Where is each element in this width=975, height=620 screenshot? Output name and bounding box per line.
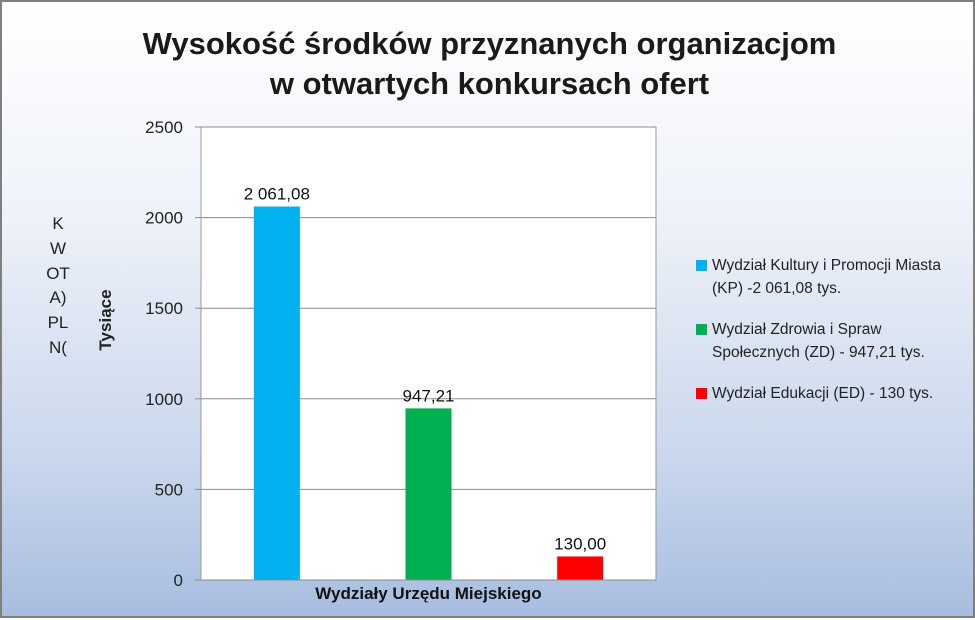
y-tick-label-1000: 1000	[145, 390, 183, 409]
side-axis-label: KWOTA)PLN(	[46, 214, 70, 357]
legend: Wydział Kultury i Promocji Miasta (KP) -…	[694, 254, 964, 423]
legend-label-zd: Wydział Zdrowia i Spraw Społecznych (ZD)…	[712, 321, 925, 361]
bar-2	[557, 556, 604, 580]
bar-0	[253, 206, 300, 581]
y-tick-label-500: 500	[155, 480, 183, 499]
data-label-0: 2 061,08	[244, 185, 310, 204]
chart-title-line-1: Wysokość środków przyznanych organizacjo…	[142, 26, 837, 61]
chart-title: Wysokość środków przyznanych organizacjo…	[2, 24, 975, 104]
data-label-1: 947,21	[403, 386, 455, 405]
x-axis-label: Wydziały Urzędu Miejskiego	[315, 584, 542, 603]
bar-1	[405, 408, 452, 580]
legend-item-kp: Wydział Kultury i Promocji Miasta (KP) -…	[694, 254, 964, 300]
legend-label-ed: Wydział Edukacji (ED) - 130 tys.	[712, 385, 934, 402]
legend-swatch-kp	[696, 260, 707, 271]
data-label-2: 130,00	[554, 534, 606, 553]
legend-swatch-zd	[696, 324, 707, 335]
chart-title-line-2: w otwartych konkursach ofert	[269, 66, 710, 101]
legend-item-ed: Wydział Edukacji (ED) - 130 tys.	[694, 382, 964, 405]
y-tick-label-1500: 1500	[145, 299, 183, 318]
legend-item-zd: Wydział Zdrowia i Spraw Społecznych (ZD)…	[694, 318, 964, 364]
legend-label-kp: Wydział Kultury i Promocji Miasta (KP) -…	[712, 257, 941, 297]
y-tick-label-0: 0	[174, 571, 183, 590]
y-tick-label-2000: 2000	[145, 209, 183, 228]
legend-swatch-ed	[696, 388, 707, 399]
y-tick-label-2500: 2500	[145, 118, 183, 137]
